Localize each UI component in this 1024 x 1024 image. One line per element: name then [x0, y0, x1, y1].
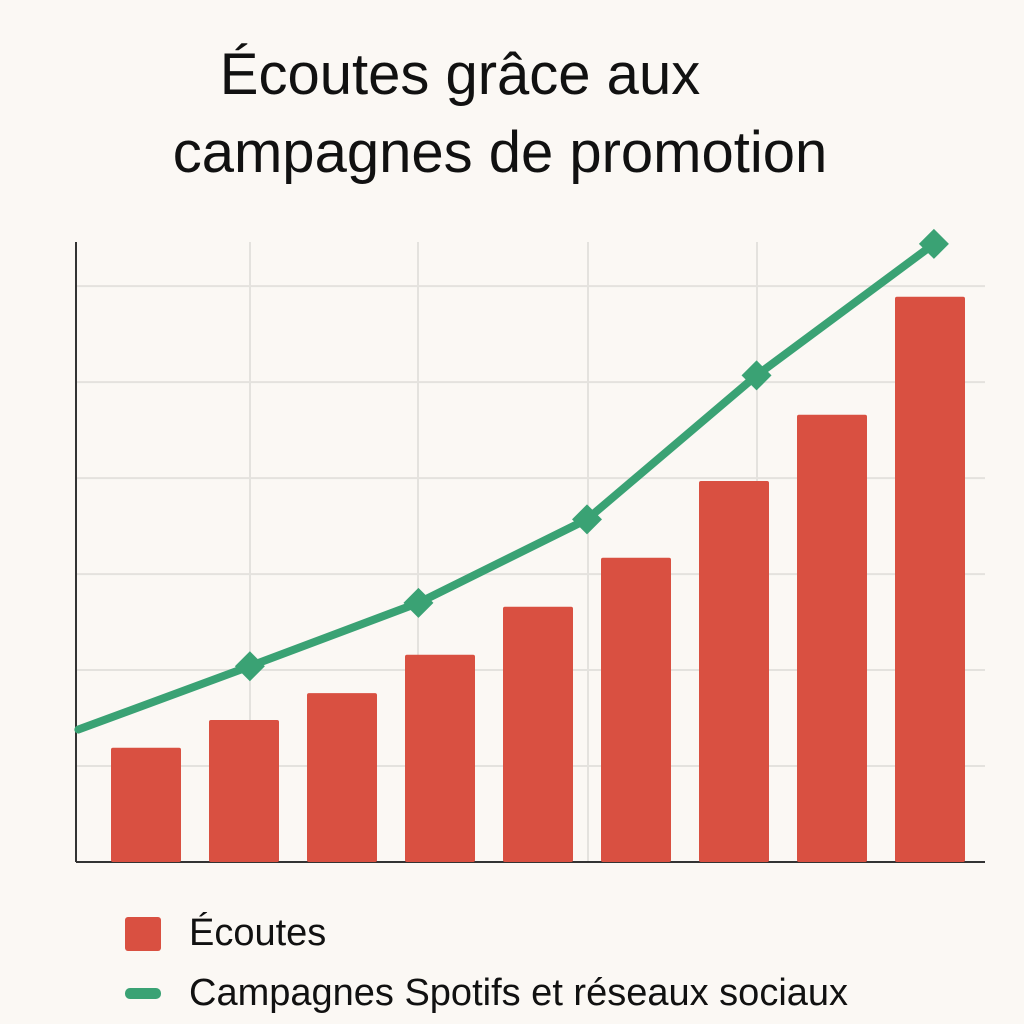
chart-title-line-1: Écoutes grâce aux: [219, 42, 701, 107]
bar: [209, 719, 279, 862]
line-marker: [234, 651, 265, 682]
bar: [601, 557, 671, 862]
chart-title-line-2: campagnes de promotion: [172, 120, 828, 185]
bar: [111, 747, 181, 862]
bar: [797, 414, 867, 862]
bar: [895, 296, 965, 862]
legend-label-bars: Écoutes: [189, 912, 327, 954]
legend-label-line: Campagnes Spotifs et réseaux sociaux: [189, 972, 849, 1014]
line-marker: [572, 504, 602, 535]
bar: [307, 693, 377, 862]
legend-item-line: Campagnes Spotifs et réseaux sociaux: [125, 972, 848, 1015]
line-marker: [403, 587, 434, 618]
legend-swatch-line: [125, 988, 161, 999]
legend-swatch-bars: [125, 916, 161, 951]
legend-item-bars: Écoutes: [125, 912, 326, 955]
bar: [699, 480, 769, 862]
bar: [405, 654, 475, 862]
series-line: [74, 239, 938, 734]
bar: [503, 606, 573, 862]
line-marker: [918, 228, 949, 259]
line-marker: [741, 360, 772, 391]
